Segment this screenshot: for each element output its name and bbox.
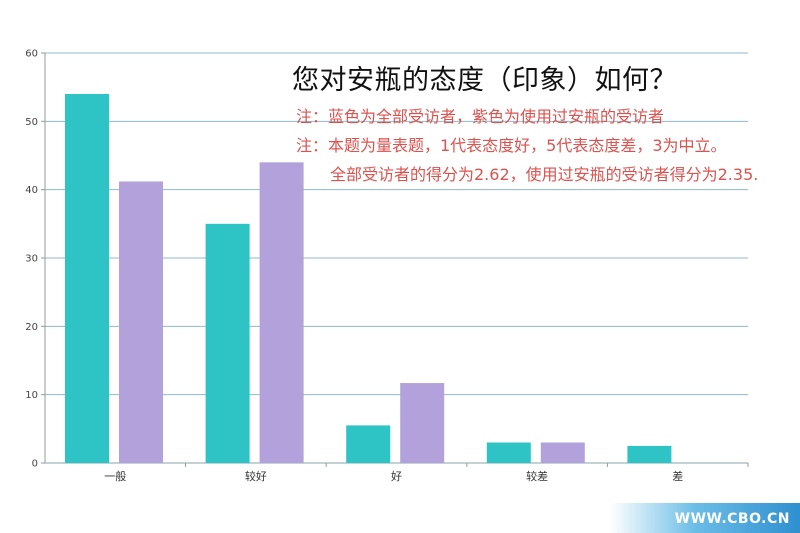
x-category-label: 较好 <box>245 469 267 483</box>
bar-series2-0 <box>119 181 163 463</box>
note-scale: 注：本题为量表题，1代表态度好，5代表态度差，3为中立。 <box>296 136 727 155</box>
tick-labels: 0 10 20 30 40 50 60 一般 较好 好 较差 差 <box>25 49 683 484</box>
y-tick-label: 40 <box>25 185 38 196</box>
x-category-label: 差 <box>672 469 683 483</box>
bars <box>65 94 672 464</box>
y-tick-label: 0 <box>32 459 38 470</box>
watermark-text: WWW.CBO.CN <box>674 511 790 527</box>
bar-series2-2 <box>400 383 445 463</box>
bar-series2-1 <box>259 162 304 464</box>
bar-series1-2 <box>346 425 391 463</box>
bar-series1-1 <box>205 223 250 463</box>
bar-series2-3 <box>540 442 585 463</box>
x-category-label: 一般 <box>104 470 126 483</box>
x-category-label: 好 <box>391 469 402 483</box>
watermark-banner <box>610 503 800 533</box>
bar-series1-0 <box>65 94 109 463</box>
bar-series1-3 <box>486 442 531 463</box>
y-tick-label: 60 <box>25 49 38 60</box>
y-tick-label: 50 <box>25 117 38 128</box>
y-tick-label: 10 <box>25 390 38 401</box>
bar-series1-4 <box>627 445 672 463</box>
y-tick-label: 20 <box>25 322 38 333</box>
x-category-label: 较差 <box>526 469 548 483</box>
note-legend: 注：蓝色为全部受访者，紫色为使用过安瓶的受访者 <box>296 107 665 126</box>
chart-title: 您对安瓶的态度（印象）如何？ <box>292 65 677 96</box>
y-tick-label: 30 <box>25 254 38 265</box>
note-scores: 全部受访者的得分为2.62，使用过安瓶的受访者得分为2.35. <box>330 165 759 184</box>
